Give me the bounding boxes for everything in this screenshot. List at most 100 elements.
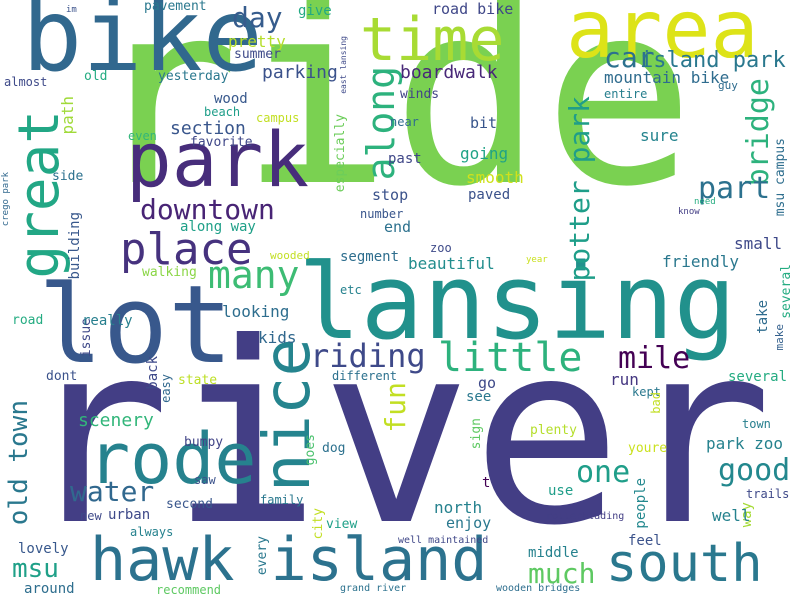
word-old-town: old town	[4, 400, 34, 526]
word-youre: youre	[628, 441, 668, 456]
word-etc: etc	[340, 283, 362, 297]
word-give: give	[298, 3, 332, 19]
word-almost: almost	[4, 75, 48, 89]
word-go: go	[478, 374, 497, 392]
word-msu-campus: msu campus	[773, 138, 788, 217]
word-potter-park: potter park	[563, 96, 596, 282]
word-winds: winds	[400, 87, 440, 102]
word-people: people	[633, 478, 649, 529]
word-walking: walking	[142, 265, 197, 280]
word-park-zoo: park zoo	[706, 434, 784, 453]
word-downtown: downtown	[140, 193, 275, 226]
word-urban: urban	[108, 507, 151, 523]
word-wood: wood	[214, 91, 248, 107]
word-riding: riding	[310, 337, 426, 375]
word-take: take	[755, 300, 771, 334]
word-paved: paved	[468, 187, 511, 203]
word-smooth: smooth	[466, 168, 524, 187]
word-car: car	[604, 41, 655, 74]
word-water: water	[70, 475, 155, 508]
word-well: well	[712, 506, 751, 525]
word-really: really	[82, 313, 133, 329]
word-favorite: favorite	[190, 135, 253, 150]
word-bike: bike	[22, 0, 263, 94]
word-sure: sure	[640, 126, 679, 145]
word-grand-river: grand river	[340, 583, 407, 594]
word-lovely: lovely	[18, 541, 69, 557]
word-area: area	[566, 0, 759, 76]
word-lot: lot	[38, 263, 234, 388]
word-kept: kept	[632, 385, 661, 399]
word-sign: sign	[469, 418, 484, 450]
word-pavement: pavement	[144, 0, 207, 14]
word-stop: stop	[372, 186, 409, 204]
word-looking: looking	[222, 302, 290, 321]
word-part: part	[698, 171, 771, 206]
word-east-lansing: east lansing	[339, 36, 348, 94]
word-day: day	[232, 1, 283, 34]
word-middle: middle	[528, 545, 579, 561]
word-bad: bad	[649, 392, 663, 414]
word-dont: dont	[46, 369, 78, 384]
word-different: different	[332, 369, 398, 383]
word-make: make	[773, 324, 786, 351]
word-segment: segment	[340, 249, 400, 265]
word-family: family	[260, 493, 304, 507]
word-mountain-bike: mountain bike	[604, 68, 730, 87]
word-section: section	[170, 118, 246, 139]
word-always: always	[130, 525, 174, 539]
word-entire: entire	[604, 87, 648, 101]
word-great: great	[7, 110, 72, 279]
word-hawk-island: hawk island	[90, 525, 488, 595]
word-every: every	[255, 536, 270, 576]
word-plenty: plenty	[530, 423, 577, 438]
word-rollerblading: rollerblading	[546, 511, 625, 522]
word-view: view	[326, 517, 358, 532]
word-campus: campus	[256, 111, 300, 125]
word-kids: kids	[258, 328, 297, 347]
word-especially: especially	[333, 114, 348, 193]
word-summer: summer	[234, 47, 281, 62]
word-good: good	[718, 453, 791, 488]
word-end: end	[384, 218, 412, 236]
word-feel: feel	[628, 533, 662, 549]
word-river: river	[20, 289, 773, 580]
word-little: little	[438, 335, 583, 381]
word-ride: ride	[88, 0, 695, 242]
word-wooded: wooded	[270, 249, 310, 262]
word-need: need	[694, 197, 716, 207]
word-several: several	[728, 369, 788, 385]
word-island-park: island park	[640, 48, 786, 73]
word-fun: fun	[379, 382, 412, 433]
word-place: place	[120, 224, 253, 275]
word-parking: parking	[262, 62, 338, 83]
word-bumpy: bumpy	[184, 435, 224, 450]
word-beach: beach	[204, 105, 241, 119]
word-enjoy: enjoy	[446, 514, 492, 532]
word-zoo: zoo	[430, 241, 452, 255]
word-beautiful: beautiful	[408, 254, 495, 273]
word-road-bike: road bike	[432, 0, 514, 18]
word-know: know	[678, 207, 700, 217]
word-one: one	[576, 455, 631, 490]
word-wooden-bridges: wooden bridges	[496, 583, 581, 594]
word-state: state	[178, 373, 218, 388]
word-along-way: along way	[180, 219, 256, 235]
word-small: small	[734, 234, 783, 253]
word-path: path	[58, 96, 77, 135]
word-park: park	[126, 115, 310, 204]
word-time: time	[360, 5, 505, 75]
word-year: year	[526, 255, 548, 265]
word-past: past	[388, 151, 422, 167]
word-t: t	[482, 475, 491, 491]
word-making: several	[779, 264, 794, 319]
word-south: south	[606, 534, 763, 594]
word-see: see	[466, 389, 492, 405]
word-building: building	[67, 212, 83, 280]
word-dog: dog	[322, 441, 346, 456]
word-near: near	[390, 115, 419, 129]
word-city: city	[311, 508, 326, 540]
word-number: number	[360, 207, 404, 221]
word-mile: mile	[618, 341, 691, 376]
